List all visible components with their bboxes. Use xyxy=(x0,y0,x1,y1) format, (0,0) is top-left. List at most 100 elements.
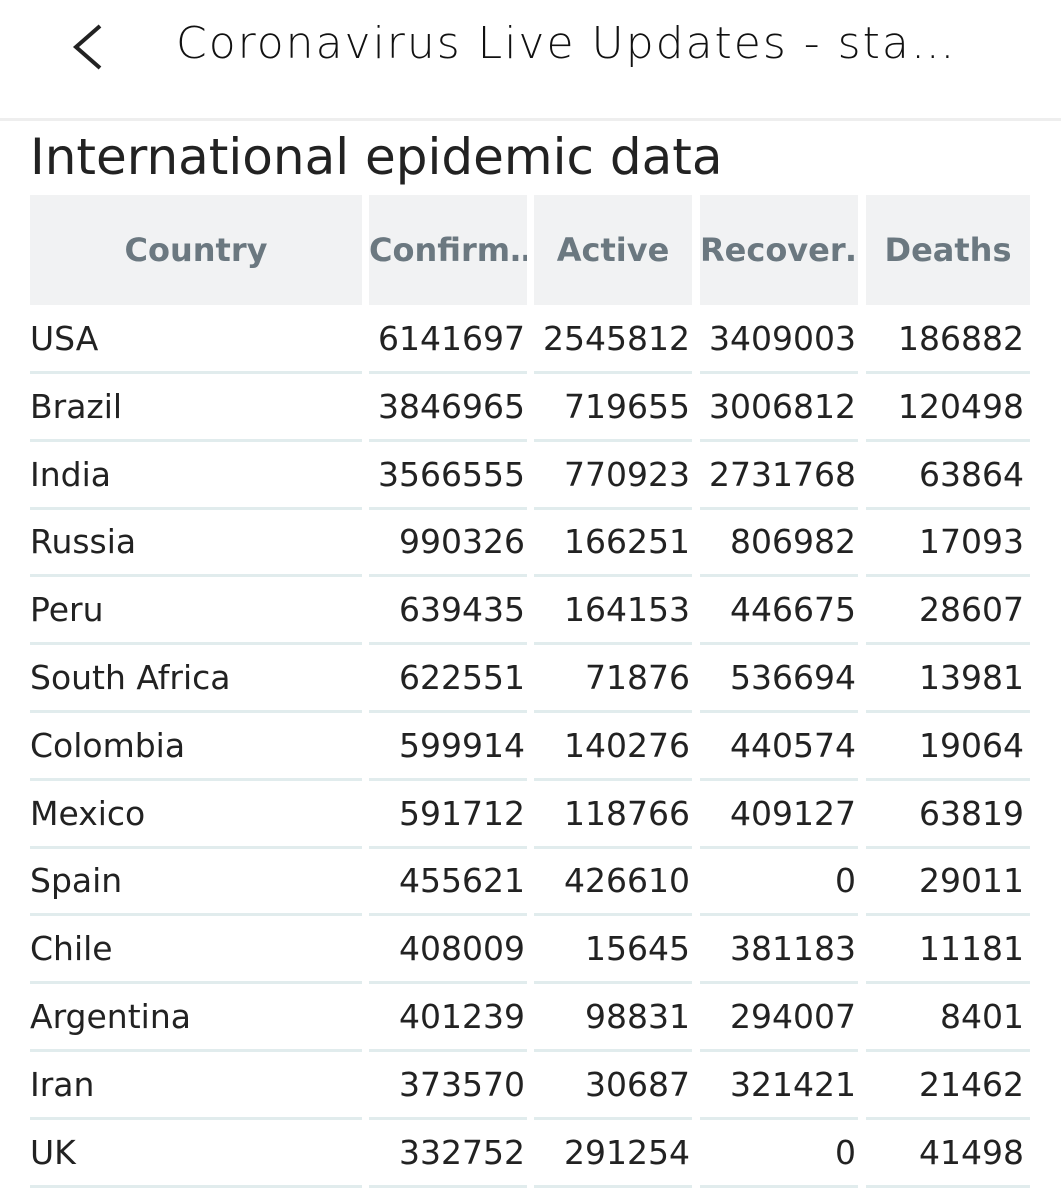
row-divider xyxy=(534,845,692,849)
row-divider xyxy=(534,1049,692,1052)
number-cell: 321421 xyxy=(730,1064,856,1104)
row-divider xyxy=(700,506,858,510)
row-divider xyxy=(30,845,362,849)
number-cell: 63819 xyxy=(919,793,1024,833)
row-divider xyxy=(700,845,858,849)
row-divider xyxy=(369,642,527,646)
number-cell: 186882 xyxy=(898,319,1024,358)
number-cell: 409127 xyxy=(730,793,856,833)
number-cell: 770923 xyxy=(564,454,690,494)
country-cell: India xyxy=(30,454,111,494)
row-divider xyxy=(534,574,692,578)
number-cell: 8401 xyxy=(940,997,1024,1036)
row-divider xyxy=(866,642,1030,646)
number-cell: 622551 xyxy=(399,658,525,697)
row-divider xyxy=(534,710,692,713)
back-button[interactable] xyxy=(66,22,116,72)
row-divider xyxy=(369,1116,527,1120)
country-cell: USA xyxy=(30,319,99,358)
number-cell: 639435 xyxy=(399,590,525,630)
row-divider xyxy=(866,913,1030,917)
row-divider xyxy=(866,1184,1030,1188)
number-cell: 291254 xyxy=(564,1132,690,1172)
row-divider xyxy=(866,371,1030,374)
country-cell: Iran xyxy=(30,1064,95,1104)
row-divider xyxy=(866,710,1030,713)
number-cell: 2545812 xyxy=(543,319,690,358)
number-cell: 166251 xyxy=(564,522,690,562)
row-divider xyxy=(866,845,1030,849)
number-cell: 455621 xyxy=(399,861,525,901)
row-divider xyxy=(534,506,692,510)
number-cell: 2731768 xyxy=(709,454,856,494)
row-divider xyxy=(534,913,692,917)
column-header: Recover… xyxy=(700,195,858,305)
number-cell: 19064 xyxy=(919,725,1024,765)
row-divider xyxy=(700,438,858,442)
row-divider xyxy=(700,1184,858,1188)
number-cell: 29011 xyxy=(919,861,1024,901)
row-divider xyxy=(369,777,527,781)
row-divider xyxy=(369,438,527,442)
country-cell: UK xyxy=(30,1132,76,1172)
row-divider xyxy=(534,981,692,985)
country-cell: Chile xyxy=(30,929,113,969)
number-cell: 373570 xyxy=(399,1064,525,1104)
number-cell: 0 xyxy=(835,861,856,901)
row-divider xyxy=(700,1116,858,1120)
country-cell: Russia xyxy=(30,522,137,562)
row-divider xyxy=(30,1049,362,1052)
row-divider xyxy=(369,845,527,849)
row-divider xyxy=(534,777,692,781)
row-divider xyxy=(369,574,527,578)
country-cell: Argentina xyxy=(30,997,191,1036)
top-bar: Coronavirus Live Updates - sta… xyxy=(0,0,1061,121)
row-divider xyxy=(534,642,692,646)
row-divider xyxy=(30,642,362,646)
number-cell: 599914 xyxy=(399,725,525,765)
row-divider xyxy=(30,981,362,985)
number-cell: 120498 xyxy=(898,386,1024,426)
row-divider xyxy=(30,371,362,374)
row-divider xyxy=(866,1049,1030,1052)
number-cell: 0 xyxy=(835,1132,856,1172)
country-cell: South Africa xyxy=(30,658,231,697)
row-divider xyxy=(700,642,858,646)
number-cell: 440574 xyxy=(730,725,856,765)
row-divider xyxy=(700,981,858,985)
number-cell: 536694 xyxy=(730,658,856,697)
row-divider xyxy=(700,1049,858,1052)
number-cell: 3846965 xyxy=(378,386,525,426)
number-cell: 11181 xyxy=(919,929,1024,969)
row-divider xyxy=(30,913,362,917)
number-cell: 3409003 xyxy=(709,319,856,358)
country-cell: Spain xyxy=(30,861,123,901)
number-cell: 719655 xyxy=(564,386,690,426)
column-header: Country xyxy=(30,195,362,305)
column-header: Active xyxy=(534,195,692,305)
row-divider xyxy=(534,1116,692,1120)
row-divider xyxy=(30,1116,362,1120)
row-divider xyxy=(866,1116,1030,1120)
section-title: International epidemic data xyxy=(30,128,723,186)
row-divider xyxy=(534,438,692,442)
column-header: Confirm… xyxy=(369,195,527,305)
number-cell: 164153 xyxy=(564,590,690,630)
number-cell: 98831 xyxy=(585,997,690,1036)
row-divider xyxy=(369,1049,527,1052)
row-divider xyxy=(369,371,527,374)
number-cell: 426610 xyxy=(564,861,690,901)
row-divider xyxy=(700,913,858,917)
number-cell: 118766 xyxy=(564,793,690,833)
row-divider xyxy=(30,1184,362,1188)
number-cell: 3566555 xyxy=(378,454,525,494)
row-divider xyxy=(534,1184,692,1188)
number-cell: 30687 xyxy=(585,1064,690,1104)
number-cell: 381183 xyxy=(730,929,856,969)
row-divider xyxy=(700,371,858,374)
number-cell: 401239 xyxy=(399,997,525,1036)
number-cell: 332752 xyxy=(399,1132,525,1172)
number-cell: 13981 xyxy=(919,658,1024,697)
number-cell: 294007 xyxy=(730,997,856,1036)
